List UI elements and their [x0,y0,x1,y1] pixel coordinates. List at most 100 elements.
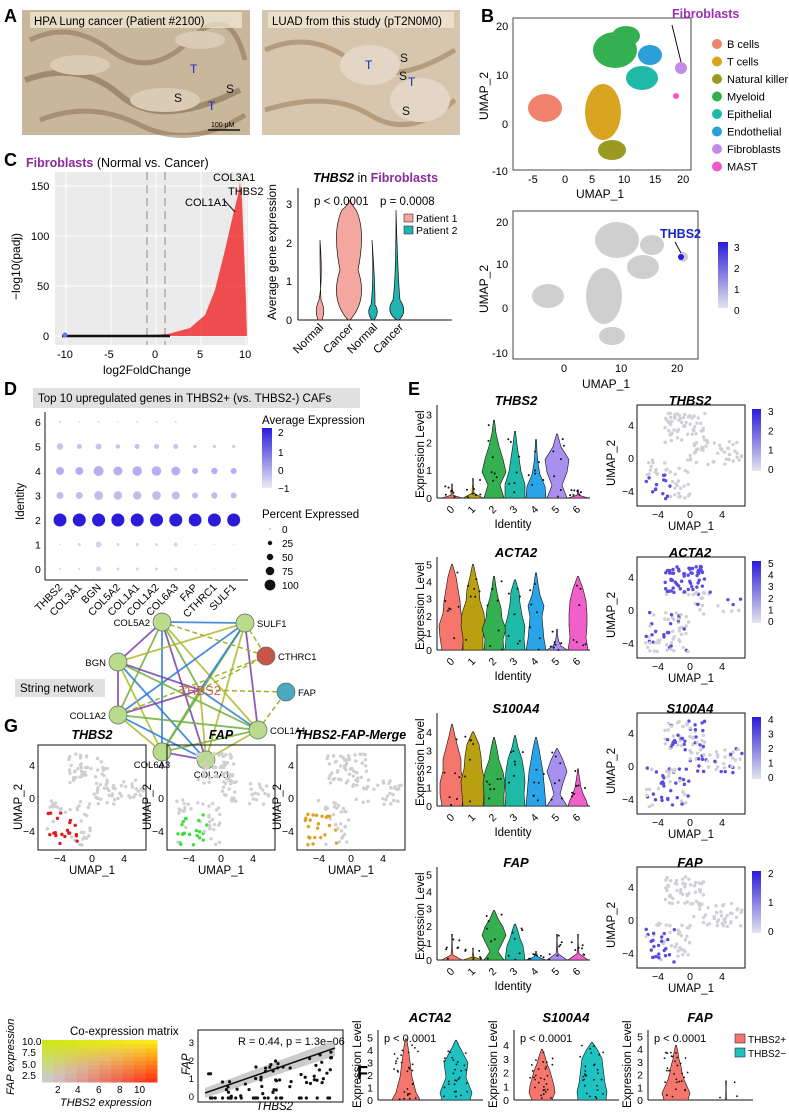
expression-dot [155,421,158,423]
cell-point [319,835,323,840]
expression-dot [53,513,67,527]
expression-dot [174,421,177,423]
cell-point [659,935,664,939]
cell-point [654,954,658,959]
cell-point [695,740,699,744]
cell-point [675,429,680,434]
tick: 2 [768,869,774,880]
cell-point [700,757,705,762]
scatter-ticks: 0123123 [189,1038,194,1103]
cell-point [694,757,698,761]
cell-point [365,784,370,789]
cell-point [530,1064,533,1066]
cell-point [456,571,459,574]
feature-gene-title: FAP [677,855,703,870]
scatter-point [308,1056,312,1061]
expression-dot [207,513,221,527]
cell-point [721,609,725,614]
scatter-point [264,1066,268,1070]
tick: 0 [426,955,432,967]
cell-point [84,754,89,758]
cell-point [572,493,575,496]
dotplot-title: Top 10 upregulated genes in THBS2+ (vs. … [38,393,332,405]
violin-cluster-3 [504,735,526,807]
cell-point [187,832,192,837]
cell-point [533,953,536,956]
cell-point [676,479,681,483]
cell-point [354,797,358,802]
cell-point [533,781,536,784]
cell-point [359,752,363,757]
violin-gene-title: THBS2 [495,393,538,408]
tumor-labels: T T T T [190,58,416,113]
cell-point [500,913,503,916]
cell-point [69,835,74,839]
tick: 3 [367,1058,373,1070]
cell-point [472,742,475,745]
cell-point [331,812,336,817]
tick: 5 [768,559,774,570]
cell-point [558,945,561,948]
cell-point [213,842,218,847]
cell-point [722,761,726,766]
cell-point [543,1085,545,1088]
gene-pointer [674,241,682,254]
tick: 5 [367,1033,373,1045]
tick: 4 [719,661,725,673]
cell-point [648,610,652,615]
tick: 2 [189,1056,194,1067]
matrix-cell [42,1061,54,1066]
cell-point [472,487,475,490]
cell-point [521,751,524,754]
cell-point [733,449,737,453]
umap-ylabel: UMAP_2 [606,902,618,948]
cell-point [454,772,457,775]
cell-point [443,771,446,774]
cell-point [668,571,672,575]
cell-point [513,491,516,494]
cell-point [686,587,691,592]
cell-point [656,943,661,948]
cell-point [689,571,693,575]
cell-point [664,923,668,927]
cell-point [701,893,706,897]
cell-point [671,629,675,633]
cell-point [680,1080,683,1082]
cell-point [479,493,482,496]
cell-point [250,792,254,797]
cell-point [696,581,700,585]
cell-point [198,752,203,756]
cluster-t-cells [585,84,621,140]
cell-point [663,496,668,501]
cell-point [693,880,698,885]
matrix-cell [122,1040,135,1045]
matrix-cell [99,1044,112,1049]
violin-gene-title: FAP [687,1010,713,1025]
cell-point [509,751,512,754]
cell-point [258,785,263,790]
cell-point [341,806,345,811]
cell-point [701,769,706,774]
cell-point [684,614,688,619]
network-edge-dashed [117,655,267,716]
tick: 0 [561,363,567,375]
label-pointer [223,199,236,213]
cell-point [325,756,329,761]
cell-point [323,833,327,837]
violin-cluster-0 [438,564,466,651]
cell-point [51,819,55,824]
violin-cluster-3 [504,430,526,499]
cell-point [518,455,521,458]
cell-point [663,728,667,733]
cell-point [407,1066,410,1069]
cell-point [681,415,686,420]
cell-point [60,832,64,837]
network-node-label: COL6A3 [134,760,170,771]
pct-legend-label: 75 [282,567,294,578]
scatter-point [304,1080,309,1085]
umap-xlabel: UMAP_1 [198,865,244,877]
cell-point [714,910,719,915]
violin-cluster-5 [546,629,568,651]
